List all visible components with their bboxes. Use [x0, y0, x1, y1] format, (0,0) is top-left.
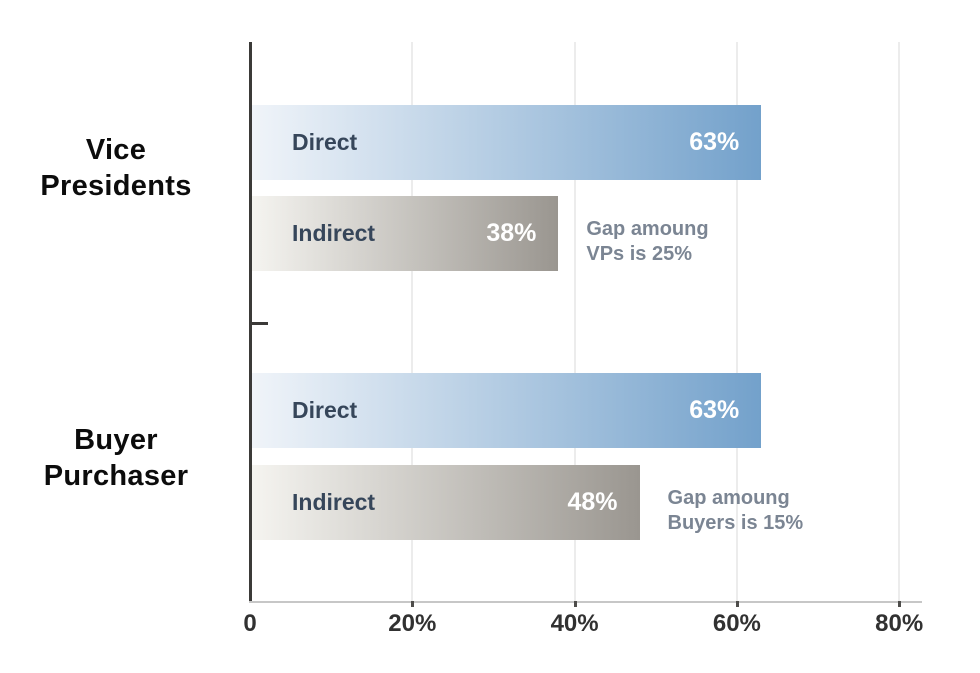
x-tick-label-80pct: 80%: [875, 610, 924, 637]
bar-value-label: 48%: [567, 488, 618, 516]
gap-annotation-group2: Gap amoung Buyers is 15%: [667, 487, 804, 534]
gridline-20pct: [411, 42, 414, 601]
bar-value-label: 63%: [689, 128, 740, 156]
bar-value-label: 63%: [689, 396, 740, 424]
x-tick-label-0pct: 0: [243, 610, 257, 637]
gridline-40pct: [573, 42, 576, 601]
x-tick-mark-80pct: [898, 601, 902, 607]
x-tick-label-40pct: 40%: [550, 610, 599, 637]
category-label-buyer-purchaser: Buyer Purchaser: [43, 424, 189, 492]
x-tick-label-20pct: 20%: [388, 610, 437, 637]
x-tick-mark-40pct: [573, 601, 577, 607]
bar-series-label: Indirect: [292, 489, 376, 515]
bar-series-label: Direct: [292, 397, 358, 423]
gridline-60pct: [735, 42, 738, 601]
bar-direct-group2: Direct 63%: [252, 373, 762, 448]
bar-series-label: Direct: [292, 129, 358, 155]
category-label-vice-presidents: Vice Presidents: [40, 134, 192, 202]
bar-indirect-group2: Indirect 48%: [252, 465, 640, 540]
bar-value-label: 38%: [486, 219, 537, 247]
gridline-80pct: [898, 42, 901, 601]
x-tick-label-60pct: 60%: [712, 610, 761, 637]
gap-annotation-group1: Gap amoung VPs is 25%: [586, 218, 709, 265]
bar-series-label: Indirect: [292, 220, 376, 246]
category-divider-tick: [250, 322, 268, 325]
bar-indirect-group1: Indirect 38%: [252, 196, 559, 271]
x-tick-mark-20pct: [411, 601, 415, 607]
x-axis-line: [249, 601, 922, 603]
x-tick-mark-60pct: [735, 601, 739, 607]
bar-direct-group1: Direct 63%: [252, 105, 762, 180]
